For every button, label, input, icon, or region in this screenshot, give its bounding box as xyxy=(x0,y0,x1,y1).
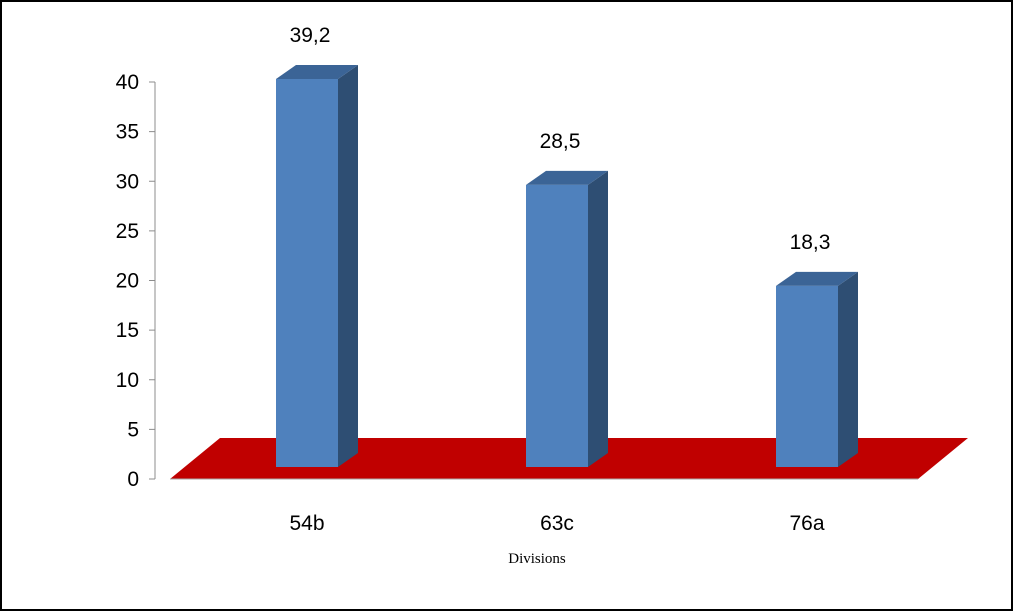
bar-top xyxy=(776,271,858,286)
x-tick-label: 76a xyxy=(789,512,824,535)
bar-top xyxy=(276,65,358,79)
bar-side xyxy=(588,170,608,468)
bar-side xyxy=(838,271,858,467)
y-tick-label: 15 xyxy=(116,319,139,342)
y-tick-label: 30 xyxy=(116,170,139,193)
x-axis-title: Divisions xyxy=(508,551,566,567)
bar-76a xyxy=(776,271,858,467)
bar-top xyxy=(526,170,608,185)
data-label: 39,2 xyxy=(290,24,331,47)
y-tick-label: 25 xyxy=(116,220,139,243)
bar-54b xyxy=(276,65,358,467)
x-tick-label: 54b xyxy=(289,512,324,535)
y-tick-label: 40 xyxy=(116,71,139,94)
bar-front xyxy=(276,79,338,467)
data-label: 18,3 xyxy=(790,231,831,254)
bar-side xyxy=(338,65,358,467)
x-tick-label: 63c xyxy=(540,512,574,535)
y-tick-label: 20 xyxy=(116,270,139,293)
bar-front xyxy=(776,285,838,467)
bar-front xyxy=(526,184,588,468)
y-tick-label: 10 xyxy=(116,369,139,392)
y-tick-label: 35 xyxy=(116,121,139,144)
data-label: 28,5 xyxy=(540,130,581,153)
bar-63c xyxy=(526,170,608,468)
y-tick-label: 0 xyxy=(127,468,139,491)
y-tick-label: 5 xyxy=(127,418,139,441)
